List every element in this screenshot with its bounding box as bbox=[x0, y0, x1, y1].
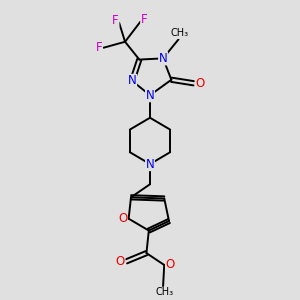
Text: N: N bbox=[159, 52, 167, 65]
Text: O: O bbox=[116, 255, 125, 268]
Text: N: N bbox=[146, 89, 154, 102]
Text: F: F bbox=[112, 14, 119, 27]
Text: O: O bbox=[166, 259, 175, 272]
Text: F: F bbox=[96, 41, 102, 54]
Text: O: O bbox=[118, 212, 127, 225]
Text: N: N bbox=[128, 74, 136, 87]
Text: CH₃: CH₃ bbox=[171, 28, 189, 38]
Text: O: O bbox=[195, 77, 205, 90]
Text: N: N bbox=[146, 158, 154, 171]
Text: CH₃: CH₃ bbox=[155, 287, 173, 297]
Text: F: F bbox=[141, 13, 147, 26]
